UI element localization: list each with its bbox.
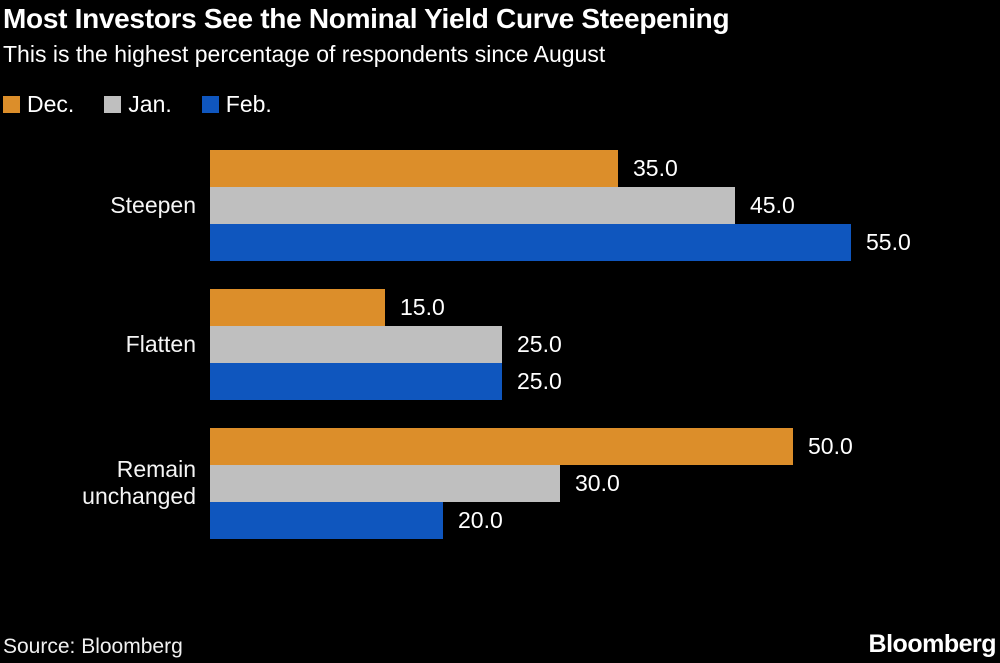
legend-swatch-jan-icon xyxy=(104,96,122,114)
bar-group-bars: 15.0 25.0 25.0 xyxy=(210,288,1000,400)
bar-group-bars: 35.0 45.0 55.0 xyxy=(210,149,1000,261)
value-label: 55.0 xyxy=(866,228,911,255)
bloomberg-logo: Bloomberg xyxy=(868,630,997,658)
bar-group: Steepen 35.0 45.0 55.0 xyxy=(0,149,1000,261)
legend-label-feb: Feb. xyxy=(225,91,272,118)
category-label: Remain unchanged xyxy=(82,456,196,510)
value-label: 30.0 xyxy=(575,469,620,496)
source-text: Source: Bloomberg xyxy=(3,635,183,658)
value-label: 45.0 xyxy=(750,191,795,218)
bar-row: 50.0 xyxy=(210,427,1000,465)
bar-group: Remain unchanged 50.0 30.0 20.0 xyxy=(0,427,1000,539)
bar-row: 35.0 xyxy=(210,149,1000,187)
chart-subtitle: This is the highest percentage of respon… xyxy=(3,41,606,68)
value-label: 35.0 xyxy=(633,154,678,181)
bar xyxy=(210,464,560,502)
value-label: 25.0 xyxy=(517,330,562,357)
bar-row: 45.0 xyxy=(210,186,1000,224)
bar-row: 30.0 xyxy=(210,464,1000,502)
legend-swatch-feb-icon xyxy=(201,96,219,114)
chart-header: Most Investors See the Nominal Yield Cur… xyxy=(0,0,1000,68)
bar xyxy=(210,149,618,187)
bar xyxy=(210,288,385,326)
bar-row: 25.0 xyxy=(210,362,1000,400)
legend-item-feb: Feb. xyxy=(201,91,272,118)
value-label: 20.0 xyxy=(458,506,503,533)
bar xyxy=(210,362,502,400)
bar xyxy=(210,427,793,465)
legend-label-dec: Dec. xyxy=(27,91,75,118)
legend-swatch-dec-icon xyxy=(3,96,20,114)
legend-label-jan: Jan. xyxy=(128,91,172,118)
bar-row: 55.0 xyxy=(210,223,1000,261)
value-label: 25.0 xyxy=(517,367,562,394)
category-label: Flatten xyxy=(125,330,196,357)
bar xyxy=(210,186,735,224)
bar-row: 15.0 xyxy=(210,288,1000,326)
chart-title: Most Investors See the Nominal Yield Cur… xyxy=(3,3,730,34)
bar-chart: Steepen 35.0 45.0 55.0 Flatten 15.0 25.0 25.0 Re… xyxy=(0,149,1000,539)
bar-row: 20.0 xyxy=(210,501,1000,539)
value-label: 50.0 xyxy=(808,432,853,459)
bar-group: Flatten 15.0 25.0 25.0 xyxy=(0,288,1000,400)
bar xyxy=(210,223,851,261)
legend-item-jan: Jan. xyxy=(104,91,172,118)
legend-item-dec: Dec. xyxy=(3,91,74,118)
bar-row: 25.0 xyxy=(210,325,1000,363)
category-label: Steepen xyxy=(110,191,196,218)
chart-footer: Source: Bloomberg Bloomberg xyxy=(3,630,997,659)
bar-group-bars: 50.0 30.0 20.0 xyxy=(210,427,1000,539)
bar xyxy=(210,325,502,363)
legend: Dec. Jan. Feb. xyxy=(3,91,1000,118)
bar xyxy=(210,501,443,539)
value-label: 15.0 xyxy=(400,293,445,320)
